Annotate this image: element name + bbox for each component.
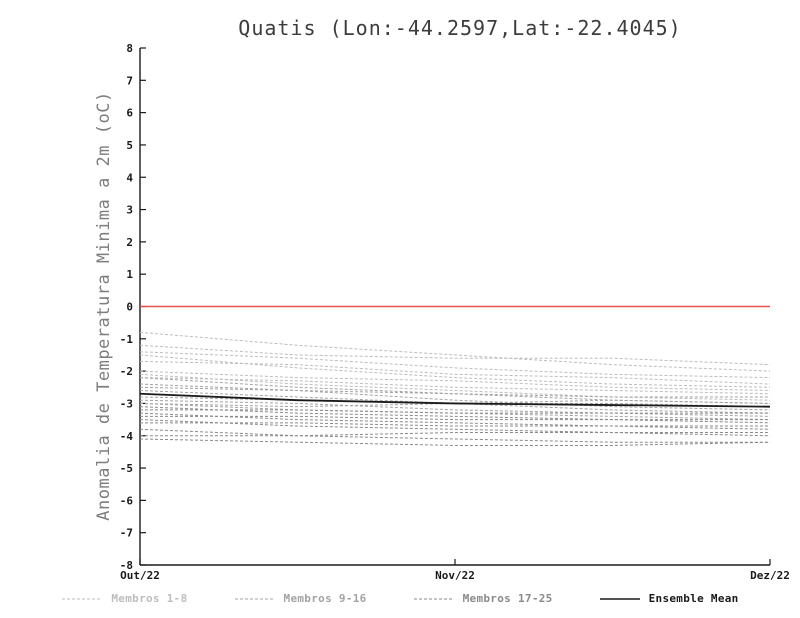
legend-label: Membros 9-16 (283, 592, 367, 605)
legend-label: Membros 1-8 (111, 592, 188, 605)
legend-label: Membros 17-25 (462, 592, 553, 605)
legend-item-membros-17-25: Membros 17-25 (413, 592, 553, 605)
member-line (139, 438, 771, 446)
x-tick-label: Nov/22 (435, 569, 475, 582)
y-tick-label: -2 (120, 365, 133, 378)
x-tick-label: Out/22 (120, 569, 160, 582)
legend-item-ensemble-mean: Ensemble Mean (599, 592, 739, 605)
y-tick-label: 2 (126, 236, 133, 249)
x-tick-label: Dez/22 (750, 569, 790, 582)
y-tick-label: 0 (126, 301, 133, 314)
member-line (139, 428, 770, 443)
legend-item-membros-1-8: Membros 1-8 (61, 592, 187, 605)
chart-title: Quatis (Lon:-44.2597,Lat:-22.4045) (238, 16, 682, 40)
legend-swatch-line (234, 598, 275, 599)
y-tick-label: 3 (126, 204, 133, 217)
member-line (139, 351, 771, 379)
y-tick-label: -3 (120, 397, 133, 410)
member-line (139, 399, 771, 417)
member-line (139, 344, 771, 366)
y-tick-label: 4 (126, 171, 133, 184)
member-line (139, 331, 771, 372)
ensemble-mean-line (139, 392, 771, 408)
member-line (140, 432, 770, 437)
legend-swatch-line (413, 598, 454, 599)
member-line (139, 373, 771, 401)
y-tick-label: 6 (126, 107, 133, 120)
member-line (139, 360, 771, 385)
member-line (139, 370, 771, 392)
y-tick-label: -7 (120, 527, 133, 540)
y-tick-label: -5 (120, 462, 133, 475)
y-tick-label: -6 (120, 494, 134, 507)
y-tick-label: -8 (120, 559, 133, 572)
y-tick-label: 8 (126, 42, 133, 55)
y-tick-label: -1 (120, 333, 134, 346)
member-line (140, 415, 770, 421)
member-line (140, 409, 770, 414)
member-line (140, 422, 770, 427)
member-line (139, 383, 771, 411)
y-tick-label: 5 (126, 139, 133, 152)
member-line (139, 354, 771, 388)
legend-label: Ensemble Mean (648, 592, 739, 605)
member-line (139, 377, 771, 395)
y-tick-label: -4 (120, 430, 134, 443)
member-line (139, 386, 770, 398)
legend-swatch-line (62, 598, 103, 599)
y-tick-label: 1 (126, 268, 133, 281)
legend-swatch-line (599, 597, 640, 600)
member-line (139, 406, 771, 424)
legend-item-membros-9-16: Membros 9-16 (234, 592, 367, 605)
member-line (139, 419, 771, 437)
y-tick-label: 7 (126, 74, 133, 87)
legend: Membros 1-8 Membros 9-16 Membros 17-25 E… (0, 592, 800, 605)
member-line (139, 412, 771, 430)
